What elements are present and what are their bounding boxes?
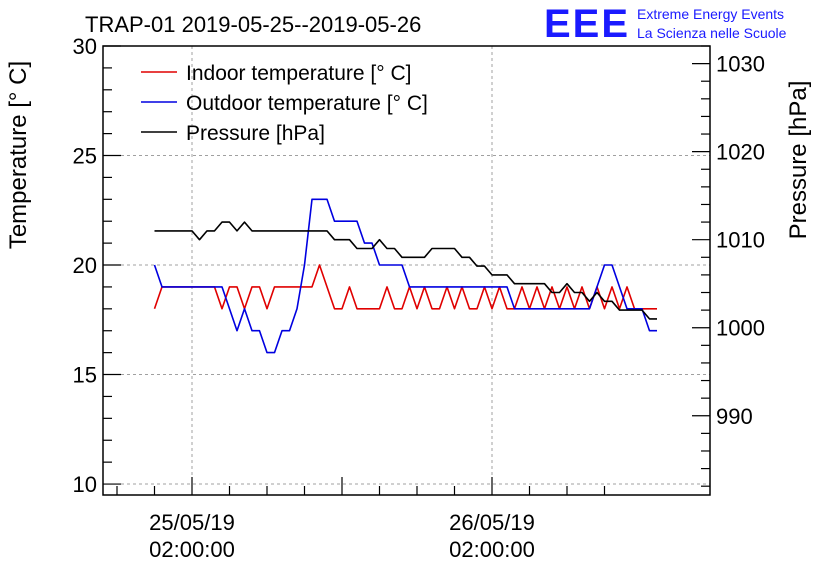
- y2-tick-label: 1020: [716, 140, 765, 165]
- eee-logo-mark: EEE: [544, 2, 630, 46]
- eee-logo-line2: La Scienza nelle Scuole: [637, 25, 787, 41]
- plot-frame: [102, 45, 711, 496]
- y-tick-label: 20: [73, 253, 97, 278]
- axis-ticks: 1015202530990100010101020103025/05/1902:…: [73, 34, 765, 562]
- legend-label-indoor: Indoor temperature [° C]: [186, 62, 412, 85]
- x-tick-label: 25/05/19: [149, 510, 235, 535]
- series-line-2: [154, 221, 657, 320]
- legend-label-pressure: Pressure [hPa]: [186, 122, 325, 145]
- y2-tick-label: 1010: [716, 228, 765, 253]
- x-tick-label: 26/05/19: [449, 510, 535, 535]
- y-axis-label: Temperature [° C]: [5, 61, 32, 249]
- series-line-1: [153, 198, 657, 354]
- y-tick-label: 15: [73, 363, 97, 388]
- y-tick-label: 10: [73, 472, 97, 497]
- legend-label-outdoor: Outdoor temperature [° C]: [186, 92, 428, 115]
- y-tick-label: 30: [73, 34, 97, 59]
- y2-tick-label: 1030: [716, 52, 765, 77]
- eee-logo: EEE Extreme Energy Events La Scienza nel…: [544, 2, 787, 46]
- legend: Indoor temperature [° C] Outdoor tempera…: [141, 62, 428, 145]
- x-tick-label: 02:00:00: [149, 537, 235, 562]
- chart-title: TRAP-01 2019-05-25--2019-05-26: [85, 12, 421, 37]
- eee-logo-line1: Extreme Energy Events: [637, 6, 784, 22]
- series-line-0: [153, 264, 657, 310]
- y2-tick-label: 1000: [716, 316, 765, 341]
- x-tick-label: 02:00:00: [449, 537, 535, 562]
- series-lines: [153, 198, 657, 354]
- y-tick-label: 25: [73, 144, 97, 169]
- y2-axis-label: Pressure [hPa]: [785, 81, 812, 240]
- y2-tick-label: 990: [716, 404, 753, 429]
